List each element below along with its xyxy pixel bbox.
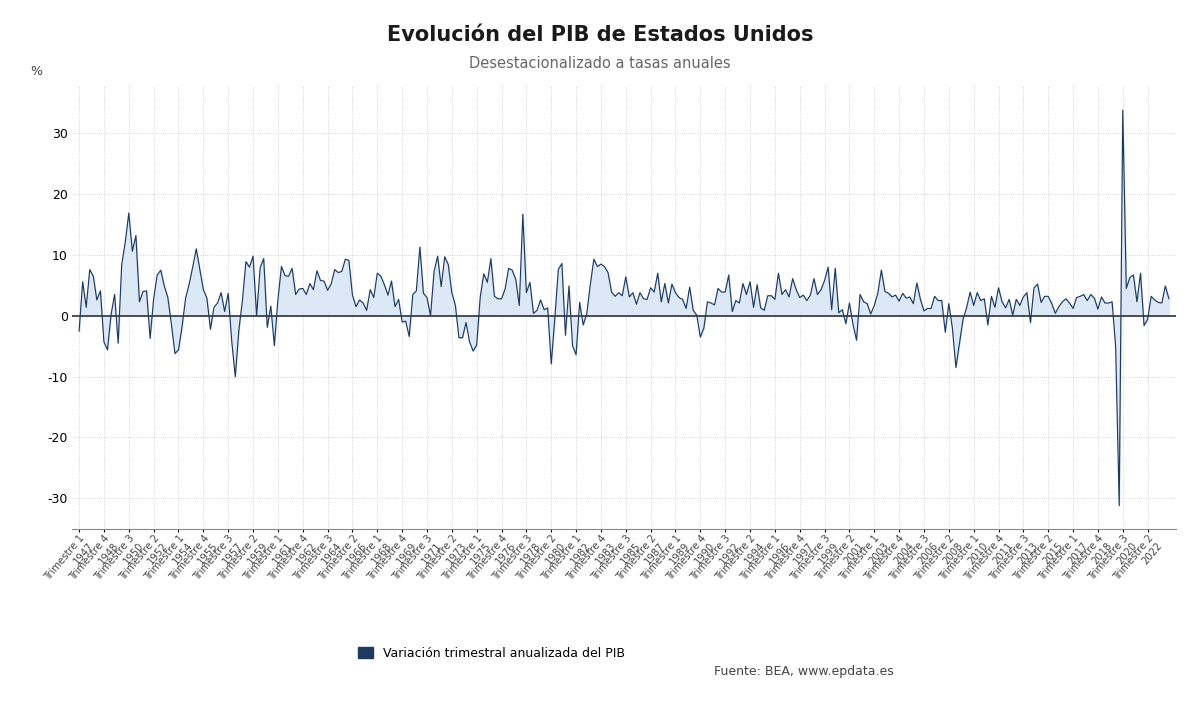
Text: %: %: [30, 65, 42, 78]
Text: Fuente: BEA, www.epdata.es: Fuente: BEA, www.epdata.es: [714, 665, 894, 678]
Legend: Variación trimestral anualizada del PIB: Variación trimestral anualizada del PIB: [353, 642, 630, 665]
Text: Desestacionalizado a tasas anuales: Desestacionalizado a tasas anuales: [469, 56, 731, 71]
Text: Evolución del PIB de Estados Unidos: Evolución del PIB de Estados Unidos: [386, 25, 814, 44]
